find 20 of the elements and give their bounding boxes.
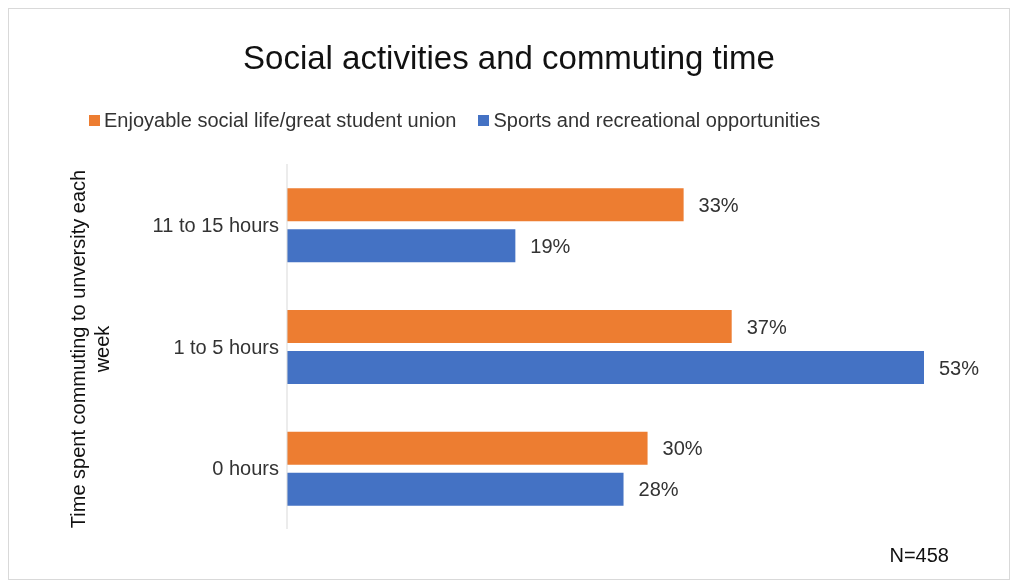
bar xyxy=(287,351,924,384)
data-label: 53% xyxy=(939,356,980,379)
data-label: 37% xyxy=(746,315,787,338)
bar xyxy=(287,188,684,222)
data-label: 28% xyxy=(638,478,679,501)
bar xyxy=(287,229,516,263)
chart-title: Social activities and commuting time xyxy=(242,39,776,77)
bar xyxy=(287,431,648,465)
data-label: 30% xyxy=(662,437,703,460)
y-tick-label: 0 hours xyxy=(212,457,279,480)
bar xyxy=(287,472,624,506)
legend-label: Sports and recreational opportunities xyxy=(493,109,821,132)
bar xyxy=(287,310,732,343)
data-label: 33% xyxy=(698,193,739,216)
text: N=458 xyxy=(889,544,949,567)
y-axis-title: Time spent commuting to unversity each week xyxy=(66,168,114,531)
data-label: 19% xyxy=(530,234,571,257)
legend-label: Enjoyable social life/great student union xyxy=(104,109,457,132)
y-tick-label: 11 to 15 hours xyxy=(152,213,279,236)
y-tick-label: 1 to 5 hours xyxy=(173,335,279,358)
